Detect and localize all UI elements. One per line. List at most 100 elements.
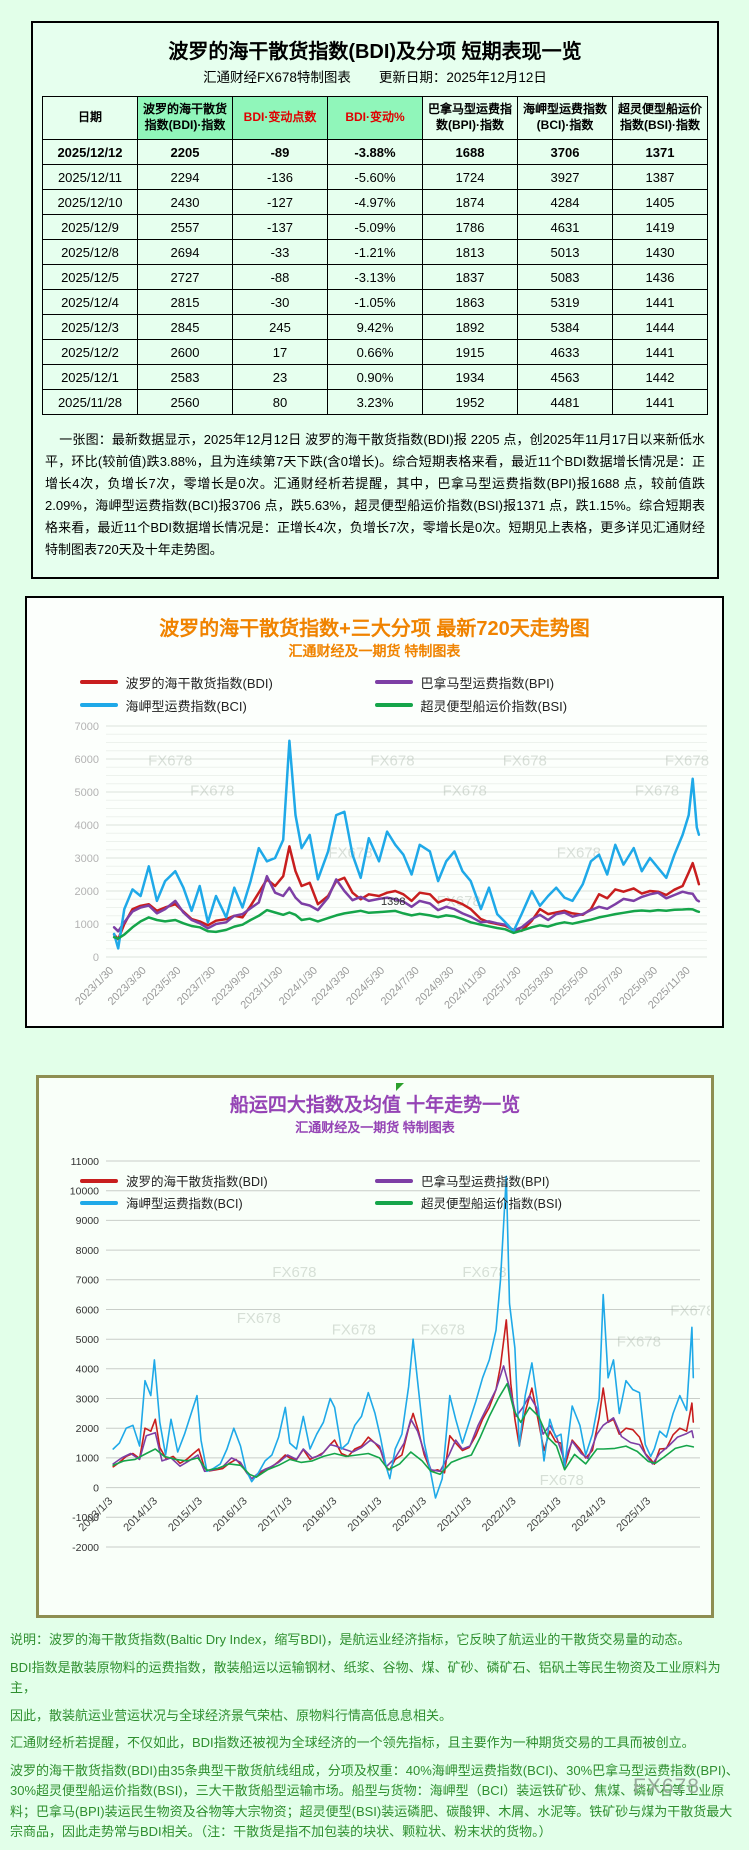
chart-10y-title: 船运四大指数及均值 十年走势一览 bbox=[229, 1095, 521, 1116]
trend-chart-10y: -2000 -1000 0 1000 2000 3000 4000 5000 6000 7000 8… bbox=[70, 1156, 715, 1554]
table-cell: 2025/12/11 bbox=[42, 164, 138, 190]
legend-item: 海岬型运费指数(BCI) bbox=[79, 694, 375, 716]
table-cell: 2205 bbox=[137, 139, 233, 165]
chart-watermark: FX678 bbox=[670, 1302, 710, 1319]
column-header: 海岬型运费指数(BCI)·指数 bbox=[517, 96, 613, 140]
chart-watermark: FX678 bbox=[237, 1310, 281, 1327]
legend-label: 巴拿马型运费指数(BPI) bbox=[420, 675, 555, 691]
chart-watermark: FX678 bbox=[370, 752, 414, 769]
chart-watermark: FX678 bbox=[421, 1322, 465, 1339]
table-cell: -3.13% bbox=[327, 264, 423, 290]
table-cell: 2025/12/10 bbox=[42, 189, 138, 215]
x-axis-label: 2018/1/3 bbox=[301, 1495, 340, 1534]
table-cell: 5384 bbox=[517, 314, 613, 340]
table-update-date: 更新日期：2025年12月12日 bbox=[378, 70, 547, 85]
table-row: 2025/12/4 2815 -30 -1.05% 1863 5319 1441 bbox=[42, 289, 708, 315]
x-axis-label: 2021/1/3 bbox=[435, 1495, 474, 1534]
table-row: 2025/12/5 2727 -88 -3.13% 1837 5083 1436 bbox=[42, 264, 708, 290]
table-cell: 2025/12/3 bbox=[42, 314, 138, 340]
chart-watermark: FX678 bbox=[328, 845, 372, 862]
table-cell: 2694 bbox=[137, 239, 233, 265]
x-axis-label: 2019/1/3 bbox=[346, 1495, 385, 1534]
table-row: 2025/12/3 2845 245 9.42% 1892 5384 1444 bbox=[42, 314, 708, 340]
chart-watermark: FX678 bbox=[443, 782, 487, 799]
x-axis-label: 2014/1/3 bbox=[121, 1495, 160, 1534]
table-cell: 1874 bbox=[422, 189, 518, 215]
table-cell: 5013 bbox=[517, 239, 613, 265]
x-axis-label: 2025/1/3 bbox=[614, 1495, 653, 1534]
y-axis-label: -2000 bbox=[72, 1542, 99, 1554]
chart-watermark: FX678 bbox=[332, 1322, 376, 1339]
table-cell: 2600 bbox=[137, 339, 233, 365]
table-cell: 1786 bbox=[422, 214, 518, 240]
table-cell: 2025/12/2 bbox=[42, 339, 138, 365]
table-row: 2025/11/28 2560 80 3.23% 1952 4481 1441 bbox=[42, 389, 708, 415]
table-cell: 2025/11/28 bbox=[42, 389, 138, 415]
y-axis-label: 6000 bbox=[76, 1304, 100, 1316]
table-cell: 2845 bbox=[137, 314, 233, 340]
table-cell: 3706 bbox=[517, 139, 613, 165]
table-source-label: 汇通财经FX678特制图表 bbox=[203, 70, 351, 85]
corner-flag-icon bbox=[396, 1083, 404, 1091]
chart-watermark: FX678 bbox=[617, 1333, 661, 1350]
chart-watermark: FX678 bbox=[462, 1264, 506, 1281]
table-cell: 2025/12/12 bbox=[42, 139, 138, 165]
table-cell: 23 bbox=[232, 364, 328, 390]
chart-10y-section: 船运四大指数及均值 十年走势一览 汇通财经及一期货 特制图表 -2000 -100… bbox=[36, 1075, 715, 1618]
table-cell: 0.90% bbox=[327, 364, 423, 390]
column-header: 超灵便型船运价指数(BSI)·指数 bbox=[612, 96, 708, 140]
column-header: BDI·变动点数 bbox=[232, 96, 328, 140]
legend-label: 超灵便型船运价指数(BSI) bbox=[420, 698, 568, 714]
footer-paragraph: 波罗的海干散货指数(BDI)由35条典型干散货航线组成，分项及权重：40%海岬型… bbox=[10, 1762, 739, 1840]
table-cell: -1.05% bbox=[327, 289, 423, 315]
table-cell: 2560 bbox=[137, 389, 233, 415]
footer-paragraph: 说明：波罗的海干散货指数(Baltic Dry Index，缩写BDI)，是航运… bbox=[10, 1632, 691, 1647]
x-axis-label: 2017/1/3 bbox=[256, 1495, 295, 1534]
series-line bbox=[112, 845, 701, 941]
x-axis-label: 2020/1/3 bbox=[390, 1495, 429, 1534]
legend-swatch bbox=[79, 703, 118, 707]
footer-paragraph: 汇通财经析若提醒，不仅如此，BDI指数还被视为全球经济的一个领先指标，且主要作为… bbox=[10, 1735, 695, 1751]
table-cell: 2025/12/5 bbox=[42, 264, 138, 290]
table-cell: 2430 bbox=[137, 189, 233, 215]
table-cell: 1441 bbox=[612, 389, 708, 415]
y-axis-label: 7000 bbox=[76, 1275, 100, 1287]
table-cell: 1444 bbox=[612, 314, 708, 340]
chart-720-section: 波罗的海干散货指数+三大分项 最新720天走势图 汇通财经及一期货 特制图表 波… bbox=[25, 596, 724, 1028]
table-cell: 1837 bbox=[422, 264, 518, 290]
column-header: 日期 bbox=[42, 96, 138, 140]
table-cell: 1419 bbox=[612, 214, 708, 240]
chart-watermark: FX678 bbox=[503, 752, 547, 769]
table-cell: 1724 bbox=[422, 164, 518, 190]
table-cell: 80 bbox=[232, 389, 328, 415]
table-row: 2025/12/12 2205 -89 -3.88% 1688 3706 1371 bbox=[42, 139, 708, 165]
chart-720-subtitle: 汇通财经及一期货 特制图表 bbox=[288, 643, 461, 659]
legend-label: 波罗的海干散货指数(BDI) bbox=[125, 675, 273, 691]
table-cell: -5.09% bbox=[327, 214, 423, 240]
table-cell: 1892 bbox=[422, 314, 518, 340]
table-cell: 4481 bbox=[517, 389, 613, 415]
series-line bbox=[112, 907, 701, 940]
table-cell: 245 bbox=[232, 314, 328, 340]
legend-item: 超灵便型船运价指数(BSI) bbox=[374, 694, 670, 716]
footer-paragraph: 因此，散装航运业营运状况与全球经济景气荣枯、原物料行情高低息息相关。 bbox=[10, 1707, 453, 1723]
table-cell: 1915 bbox=[422, 339, 518, 365]
table-row: 2025/12/9 2557 -137 -5.09% 1786 4631 1419 bbox=[42, 214, 708, 240]
x-axis-label: 2024/1/3 bbox=[570, 1495, 609, 1534]
y-axis-label: 2000 bbox=[75, 886, 99, 898]
x-axis-label: 2022/1/3 bbox=[480, 1495, 519, 1534]
table-cell: 1405 bbox=[612, 189, 708, 215]
y-axis-label: -1000 bbox=[72, 1512, 99, 1524]
table-row: 2025/12/1 2583 23 0.90% 1934 4563 1442 bbox=[42, 364, 708, 390]
table-cell: 4563 bbox=[517, 364, 613, 390]
fx678-watermark: FX678 bbox=[633, 1775, 700, 1798]
table-cell: -89 bbox=[232, 139, 328, 165]
table-cell: -137 bbox=[232, 214, 328, 240]
table-cell: 2025/12/1 bbox=[42, 364, 138, 390]
table-cell: 2583 bbox=[137, 364, 233, 390]
y-axis-label: 0 bbox=[93, 1482, 99, 1494]
column-header: BDI·变动% bbox=[327, 96, 423, 140]
table-cell: 1952 bbox=[422, 389, 518, 415]
table-cell: 3927 bbox=[517, 164, 613, 190]
y-axis-label: 11000 bbox=[71, 1156, 100, 1168]
